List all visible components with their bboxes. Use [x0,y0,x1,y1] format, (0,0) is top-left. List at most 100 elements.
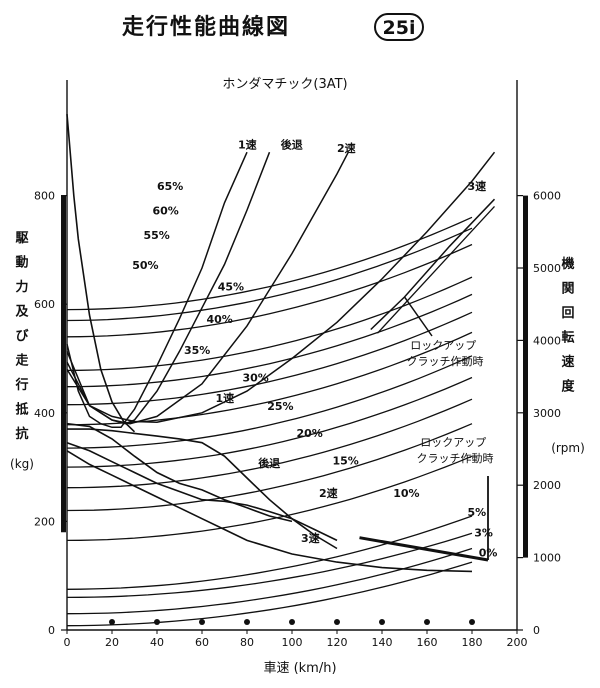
engine-speed-curve [66,151,349,425]
chart-subtitle: ホンダマチック(3AT) [222,77,347,92]
title-badge: 25i [383,17,416,39]
speed-marker-dot [379,619,385,625]
vertical-label-char: 速 [561,354,574,370]
engine-speed-curve-lockup [377,206,495,334]
lockup-rpm-line2: クラッチ作動時 [407,354,484,368]
y-right-unit: (rpm) [551,441,585,455]
x-tick-label: 120 [327,636,348,649]
resistance-grade-label: 3% [474,527,493,540]
vertical-label-char: 回 [561,306,574,321]
rpm-gear-label: 後退 [281,138,303,152]
speed-marker-dot [289,619,295,625]
speed-marker-dot [244,619,250,625]
x-tick-label: 140 [372,636,393,649]
engine-speed-curve [66,151,248,429]
resistance-curve [66,311,473,406]
x-tick-label: 60 [195,636,209,649]
vertical-label-char: び [15,329,29,344]
resistance-grade-label: 10% [393,487,419,500]
resistance-grade-label: 60% [153,205,179,218]
force-gear-label: 後退 [258,456,280,470]
vertical-label-char: 走 [15,353,29,369]
resistance-curve [66,455,473,542]
resistance-curve [66,355,473,449]
y-left-tick-label: 800 [34,190,55,203]
resistance-grade-label: 0% [479,547,498,560]
resistance-grade-label: 65% [157,180,183,193]
speed-marker-dot [334,619,340,625]
tractive-force-curve [66,441,338,542]
tractive-force-curve [66,422,293,523]
x-axis-label: 車速 (km/h) [263,661,336,676]
x-tick-label: 0 [64,636,71,649]
y-left-tick-label: 400 [34,407,55,420]
resistance-grade-label: 45% [218,281,244,294]
y-right-tick-label: 6000 [533,190,561,203]
rpm-gear-label: 3速 [468,179,487,193]
lockup-force-line2: クラッチ作動時 [417,451,494,465]
y-left-tick-label: 0 [48,624,55,637]
y-right-tick-label: 5000 [533,262,561,275]
curve-labels: 0% 5% 3% 10% 15% 20% 25% 30% 35% 40% 45% 50% 55% 60% 6… [132,138,497,560]
engine-speed-curves [66,151,496,562]
speed-marker-dot [109,619,115,625]
lockup-force-bar [359,536,489,562]
x-tick-label: 80 [240,636,254,649]
resistance-grade-label: 35% [184,344,210,357]
vertical-label-char: 抗 [15,426,28,442]
y-right-tick-label: 4000 [533,334,561,347]
resistance-curve [66,532,473,599]
y-right-tick-label: 3000 [533,407,561,420]
vertical-label-char: 力 [15,279,28,295]
vertical-label-char: 度 [561,379,575,395]
y-left-label: 駆動力及び走行抵抗 [14,231,29,442]
resistance-curve [66,376,473,468]
vertical-label-char: 転 [561,330,574,346]
chart-title: 走行性能曲線図 [122,14,290,40]
tractive-force-curve [66,450,473,573]
vertical-label-char: 関 [561,282,574,297]
y-left-tick-label: 200 [34,515,55,528]
force-gear-label: 2速 [319,486,338,500]
y-right-tick-label: 1000 [533,552,561,565]
vertical-label-char: 行 [14,377,28,393]
resistance-curve [66,423,473,512]
force-gear-label: 1速 [216,391,235,405]
tractive-force-curves [66,114,473,573]
resistance-grade-label: 20% [297,427,323,440]
resistance-curve [66,276,473,372]
y-left-tick-label: 600 [34,298,55,311]
vertical-label-char: 抵 [15,402,28,418]
x-tick-label: 160 [417,636,438,649]
resistance-curve [66,216,473,311]
resistance-curves [66,216,473,627]
lockup-force-annotation: ロックアップ クラッチ作動時 [417,436,494,465]
vertical-label-char: 及 [15,305,29,320]
resistance-grade-label: 30% [243,371,269,384]
rpm-gear-label: 2速 [337,141,356,155]
resistance-grade-label: 5% [468,506,487,519]
resistance-grade-label: 15% [333,454,359,467]
vertical-label-char: 駆 [15,231,28,246]
speed-marker-dot [199,619,205,625]
x-tick-label: 20 [105,636,119,649]
vertical-label-char: 動 [15,255,28,271]
rpm-gear-label: 1速 [238,138,257,152]
y-right-tick-label: 2000 [533,479,561,492]
vertical-label-char: 機 [561,256,574,272]
engine-speed-curve [66,151,496,423]
speed-marker-dot [424,619,430,625]
title-badge-frame [374,13,424,41]
y-right-label: 機関回転速度 [561,256,575,395]
y-left-unit: (kg) [10,457,34,471]
engine-speed-curve [370,198,496,331]
force-gear-label: 3速 [301,531,320,545]
resistance-grade-label: 25% [267,400,293,413]
resistance-curve [66,293,473,388]
resistance-grade-label: 55% [144,229,170,242]
x-tick-label: 200 [507,636,528,649]
y-right-tick-label: 0 [533,624,540,637]
resistance-curve [66,561,473,627]
